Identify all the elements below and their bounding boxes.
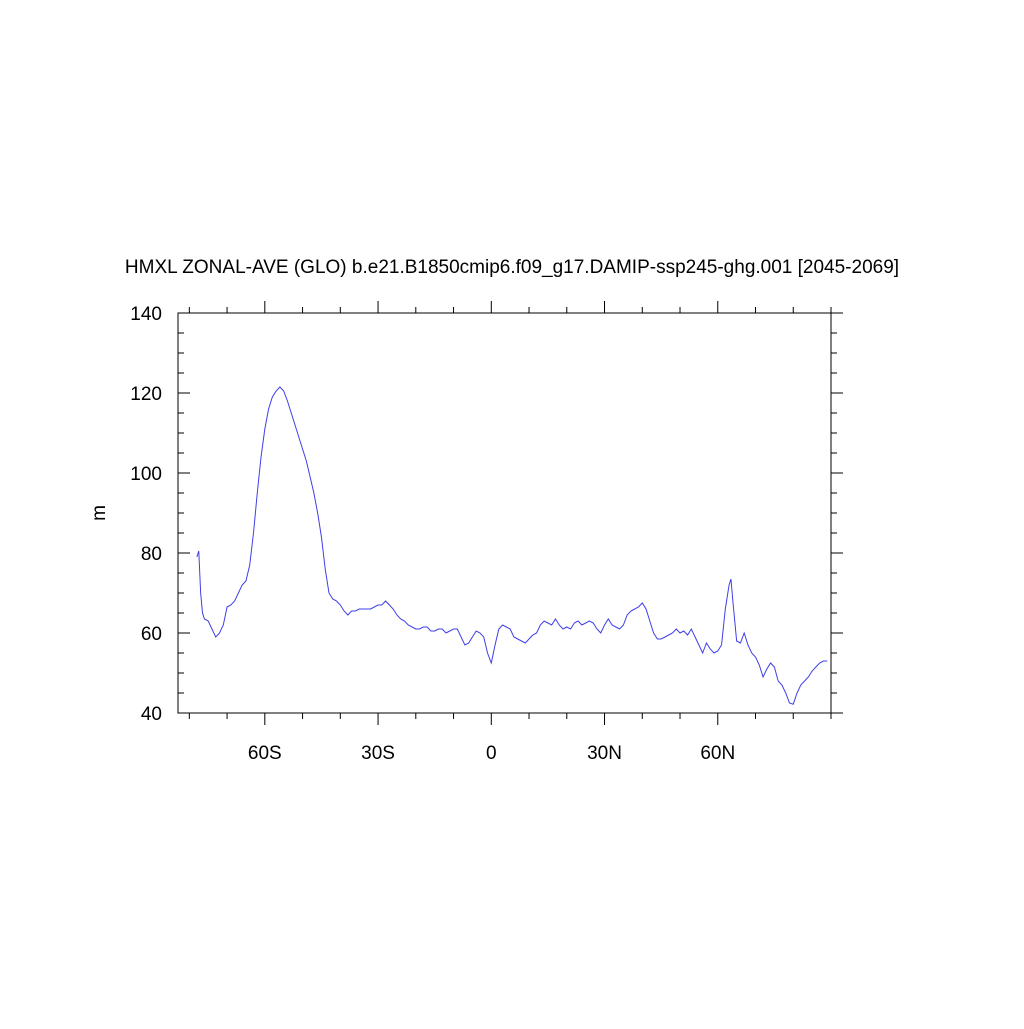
- x-tick-label: 30S: [361, 743, 395, 764]
- data-line: [196, 386, 828, 705]
- y-tick-label: 40: [141, 704, 162, 725]
- x-tick-label: 60N: [700, 743, 735, 764]
- y-tick-label: 120: [130, 384, 162, 405]
- y-tick-label: 60: [141, 624, 162, 645]
- y-tick-label: 140: [130, 304, 162, 325]
- y-tick-label: 100: [130, 464, 162, 485]
- x-tick-label: 0: [486, 743, 497, 764]
- x-tick-label: 30N: [587, 743, 622, 764]
- chart-title: HMXL ZONAL-AVE (GLO) b.e21.B1850cmip6.f0…: [125, 257, 899, 278]
- x-tick-label: 60S: [248, 743, 282, 764]
- y-axis-label: m: [89, 505, 110, 521]
- plot-frame: [177, 312, 832, 714]
- y-tick-label: 80: [141, 544, 162, 565]
